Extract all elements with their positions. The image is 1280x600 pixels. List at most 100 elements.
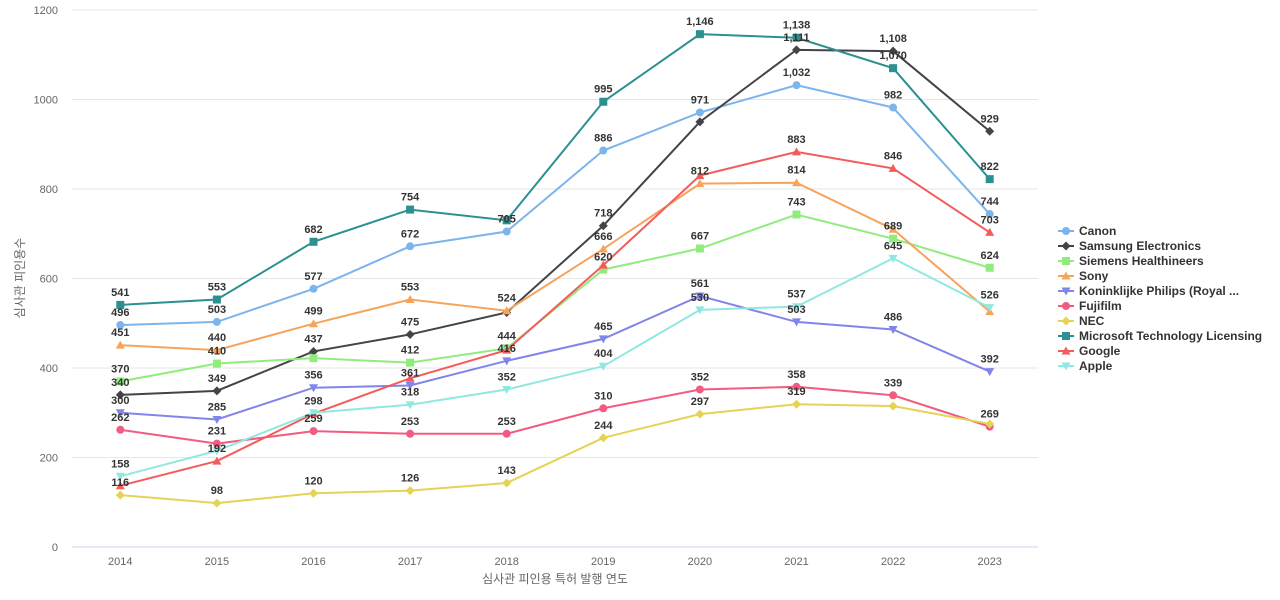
data-point[interactable] xyxy=(599,265,608,274)
data-point[interactable] xyxy=(792,45,801,55)
data-point[interactable] xyxy=(309,346,318,356)
data-point[interactable] xyxy=(888,163,898,172)
data-point[interactable] xyxy=(598,221,608,231)
data-point[interactable] xyxy=(309,284,318,293)
data-point[interactable] xyxy=(695,244,704,253)
data-point[interactable] xyxy=(405,381,415,390)
data-point[interactable] xyxy=(405,486,415,496)
legend-item[interactable]: Sony xyxy=(1058,268,1262,283)
data-point[interactable] xyxy=(502,429,511,438)
data-point[interactable] xyxy=(212,415,222,424)
series-line[interactable] xyxy=(120,150,991,487)
data-point[interactable] xyxy=(888,46,898,56)
data-point[interactable] xyxy=(695,292,705,301)
data-point[interactable] xyxy=(695,385,704,394)
data-point[interactable] xyxy=(309,409,318,418)
data-point[interactable] xyxy=(309,237,318,246)
data-point[interactable] xyxy=(888,254,898,263)
series-line[interactable] xyxy=(120,294,991,421)
data-point[interactable] xyxy=(502,306,512,315)
data-point[interactable] xyxy=(116,377,125,386)
data-point[interactable] xyxy=(695,409,705,419)
data-point[interactable] xyxy=(695,108,704,117)
data-point[interactable] xyxy=(985,175,994,184)
data-point[interactable] xyxy=(212,498,222,508)
data-point[interactable] xyxy=(889,234,898,243)
data-point[interactable] xyxy=(598,335,608,344)
series-line[interactable] xyxy=(120,403,990,505)
legend-item[interactable]: Google xyxy=(1058,343,1262,358)
data-point[interactable] xyxy=(599,404,608,413)
data-point[interactable] xyxy=(502,216,511,225)
data-point[interactable] xyxy=(985,227,995,236)
data-point[interactable] xyxy=(212,447,222,456)
data-point[interactable] xyxy=(985,368,995,377)
data-point[interactable] xyxy=(212,317,221,326)
data-point[interactable] xyxy=(502,227,511,236)
series-line[interactable] xyxy=(120,257,991,478)
data-point[interactable] xyxy=(309,488,318,498)
data-point[interactable] xyxy=(889,391,898,400)
data-point[interactable] xyxy=(792,303,801,312)
data-point[interactable] xyxy=(888,401,898,411)
data-point[interactable] xyxy=(502,357,512,366)
data-point[interactable] xyxy=(985,126,995,136)
data-point[interactable] xyxy=(792,147,801,156)
data-point[interactable] xyxy=(502,478,512,488)
data-point[interactable] xyxy=(116,300,125,309)
legend-item[interactable]: Canon xyxy=(1058,223,1262,238)
data-point[interactable] xyxy=(599,146,608,155)
data-point[interactable] xyxy=(598,362,608,371)
data-point[interactable] xyxy=(405,401,415,410)
data-point[interactable] xyxy=(115,490,125,500)
data-point[interactable] xyxy=(889,64,898,73)
data-point[interactable] xyxy=(116,425,125,434)
legend-item[interactable]: Samsung Electronics xyxy=(1058,238,1262,253)
data-point[interactable] xyxy=(792,382,801,391)
data-point[interactable] xyxy=(792,33,801,42)
series-line[interactable] xyxy=(120,213,990,383)
data-point[interactable] xyxy=(406,358,415,367)
data-point[interactable] xyxy=(695,117,705,127)
data-point[interactable] xyxy=(792,399,801,409)
data-point[interactable] xyxy=(212,359,221,368)
data-point[interactable] xyxy=(985,210,994,219)
data-point[interactable] xyxy=(792,318,801,327)
legend-item[interactable]: Microsoft Technology Licensing xyxy=(1058,328,1262,343)
data-point[interactable] xyxy=(985,304,995,313)
data-point[interactable] xyxy=(406,429,415,438)
legend-item[interactable]: Apple xyxy=(1058,358,1262,373)
data-point[interactable] xyxy=(405,373,415,382)
data-point[interactable] xyxy=(598,260,608,269)
data-point[interactable] xyxy=(888,224,898,233)
data-point[interactable] xyxy=(406,205,415,214)
series-line[interactable] xyxy=(120,48,991,396)
data-point[interactable] xyxy=(985,419,995,429)
data-point[interactable] xyxy=(212,295,221,304)
data-point[interactable] xyxy=(889,103,898,112)
data-point[interactable] xyxy=(598,244,608,253)
data-point[interactable] xyxy=(502,345,512,354)
series-line[interactable] xyxy=(120,84,991,327)
data-point[interactable] xyxy=(309,319,318,328)
data-point[interactable] xyxy=(405,329,415,339)
data-point[interactable] xyxy=(115,481,125,490)
series-line[interactable] xyxy=(120,33,991,306)
data-point[interactable] xyxy=(115,390,125,400)
data-point[interactable] xyxy=(405,295,415,304)
legend-item[interactable]: NEC xyxy=(1058,313,1262,328)
data-point[interactable] xyxy=(792,81,801,90)
legend-item[interactable]: Koninklijke Philips (Royal ... xyxy=(1058,283,1262,298)
data-point[interactable] xyxy=(212,456,222,465)
data-point[interactable] xyxy=(695,306,705,315)
data-point[interactable] xyxy=(888,326,898,335)
legend-item[interactable]: Siemens Healthineers xyxy=(1058,253,1262,268)
data-point[interactable] xyxy=(212,386,222,396)
data-point[interactable] xyxy=(406,242,415,251)
data-point[interactable] xyxy=(599,97,608,106)
data-point[interactable] xyxy=(309,384,318,393)
data-point[interactable] xyxy=(116,321,125,330)
data-point[interactable] xyxy=(792,210,801,219)
data-point[interactable] xyxy=(695,30,704,39)
data-point[interactable] xyxy=(115,340,125,349)
